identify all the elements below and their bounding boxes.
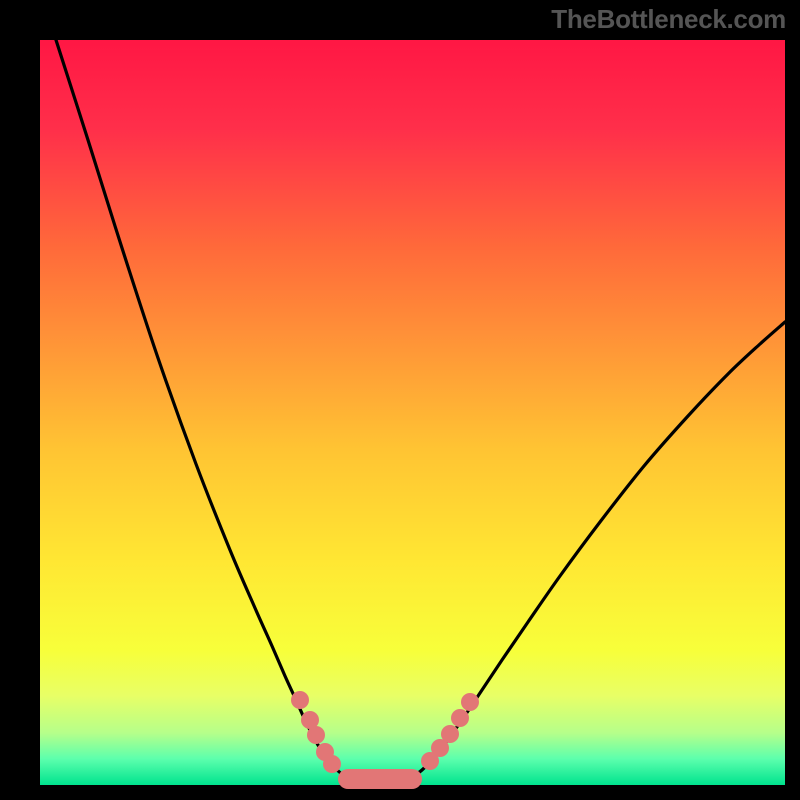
- marker-dot: [307, 726, 325, 744]
- marker-group: [291, 691, 479, 789]
- marker-dot: [461, 693, 479, 711]
- watermark-text: TheBottleneck.com: [551, 4, 786, 35]
- marker-dot: [441, 725, 459, 743]
- marker-dot: [451, 709, 469, 727]
- left-curve: [56, 40, 352, 779]
- marker-dot: [291, 691, 309, 709]
- plot-area: [40, 40, 785, 785]
- marker-dot: [323, 755, 341, 773]
- marker-pill: [338, 769, 422, 789]
- chart-svg: [40, 40, 785, 785]
